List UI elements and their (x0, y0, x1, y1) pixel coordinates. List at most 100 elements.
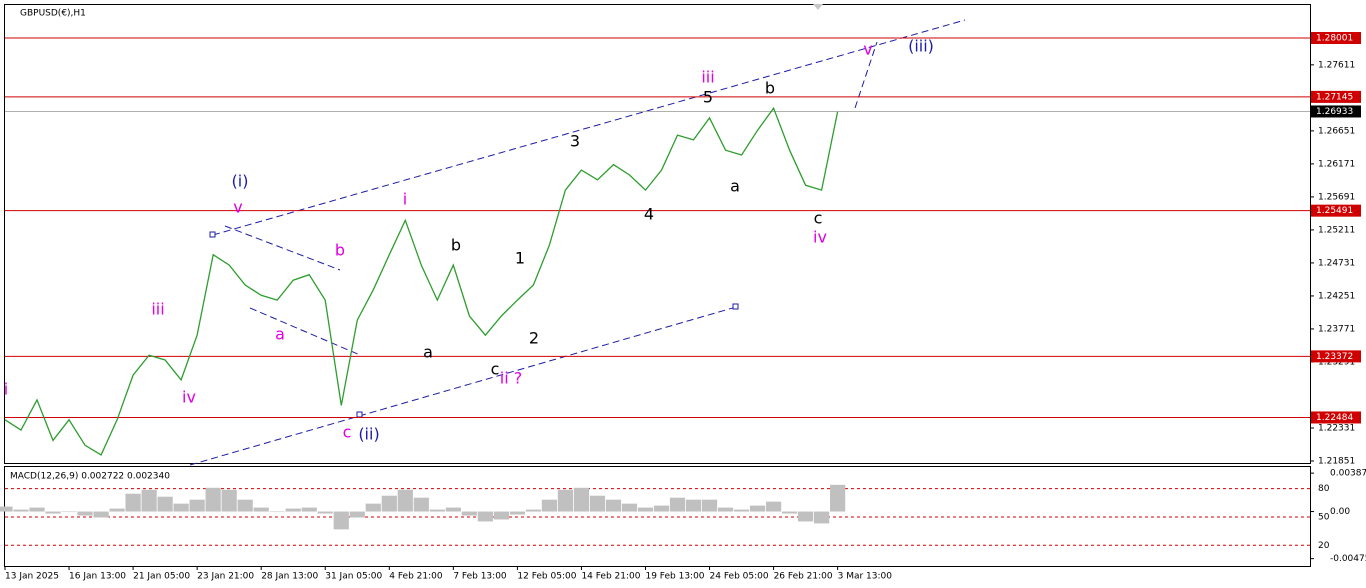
channel-upper (212, 19, 966, 236)
x-tick-label: 19 Feb 13:00 (645, 572, 704, 582)
wave-label: b (451, 236, 461, 255)
x-tick-label: 7 Feb 13:00 (453, 572, 507, 582)
macd-bar (685, 499, 702, 512)
macd-bar (253, 507, 269, 512)
macd-bar (557, 489, 574, 512)
macd-bar (45, 511, 61, 514)
macd-bar (285, 508, 301, 512)
wave-label: a (730, 177, 740, 196)
wave-label: 5 (703, 88, 713, 107)
macd-bar (317, 511, 333, 514)
macd-bar (413, 497, 429, 512)
macd-bar (509, 511, 525, 515)
macd-bar (493, 511, 509, 520)
x-tick-label: 12 Feb 05:00 (517, 572, 576, 582)
y2-tick-label: 80 (1318, 484, 1330, 494)
x-tick-label: 4 Feb 21:00 (389, 572, 443, 582)
wave-label: b (765, 79, 775, 98)
y-tick-label: 1.21851 (1318, 457, 1355, 467)
macd-bar (461, 511, 477, 516)
y-tick-label: 1.26171 (1318, 159, 1355, 169)
macd-bar (93, 511, 109, 518)
scroll-marker (813, 4, 823, 10)
macd-bar (637, 507, 654, 512)
macd-bar (830, 484, 846, 512)
wave-label: 4 (644, 205, 654, 224)
macd-bar (397, 489, 413, 512)
indicator-title: MACD(12,26,9) 0.002722 0.002340 (10, 472, 170, 482)
current-price-label: 1.26933 (1316, 107, 1353, 117)
macd-bar (61, 511, 77, 513)
level-label-box (1311, 350, 1361, 363)
current-price-box (1311, 105, 1361, 118)
wave-label: iv (182, 388, 196, 407)
x-tick-label: 28 Jan 13:00 (261, 572, 318, 582)
macd-bar (141, 489, 157, 512)
y-tick-label: 1.23291 (1318, 357, 1355, 367)
macd-bar (77, 511, 93, 516)
wave-label: a (423, 343, 433, 362)
channel-lower (189, 306, 737, 466)
x-tick-label: 24 Feb 05:00 (710, 572, 769, 582)
wave-label: (ii) (358, 425, 379, 444)
level-label: 1.23372 (1316, 352, 1353, 362)
wave-label: 2 (529, 329, 539, 348)
macd-bar (525, 509, 542, 512)
y-tick-label: -0.004756 (1330, 554, 1366, 564)
wave-label: c (343, 423, 352, 442)
wave-label: v (863, 40, 872, 59)
y-tick-label: 1.27611 (1318, 60, 1355, 70)
macd-bar (653, 505, 670, 512)
y2-tick-label: 50 (1318, 512, 1330, 522)
wedge-upper (224, 225, 341, 271)
y-tick-label: 1.25211 (1318, 225, 1355, 235)
wave-label: ii ? (500, 369, 522, 388)
level-label-box (1311, 204, 1361, 217)
macd-bar (157, 496, 173, 512)
x-tick-label: 21 Jan 05:00 (133, 572, 190, 582)
macd-pane (4, 466, 1311, 567)
macd-bar (429, 509, 445, 512)
macd-bar (717, 507, 734, 512)
macd-bar (749, 505, 766, 512)
wave-label: a (275, 325, 285, 344)
chart-title: GBPUSD(€),H1 (20, 9, 86, 19)
x-tick-label: 16 Jan 13:00 (69, 572, 126, 582)
wave-label: i (403, 190, 407, 209)
macd-bar (0, 506, 13, 512)
x-tick-label: 23 Jan 21:00 (197, 572, 254, 582)
y-tick-label: 0.00 (1330, 507, 1350, 517)
macd-bar (781, 511, 798, 514)
macd-bar (814, 511, 830, 524)
price-pane (4, 4, 1311, 464)
macd-bar (733, 509, 750, 512)
y-tick-label: 1.25691 (1318, 192, 1355, 202)
level-label: 1.22484 (1316, 413, 1353, 423)
wave-label: iii (151, 300, 164, 319)
macd-bar (765, 501, 782, 512)
macd-bar (237, 499, 253, 512)
y-tick-label: 1.22331 (1318, 423, 1355, 433)
level-label: 1.28001 (1316, 34, 1353, 44)
wave-label: 1 (515, 249, 525, 268)
price-line (4, 106, 839, 456)
macd-bar (589, 495, 606, 512)
macd-bar (221, 489, 237, 512)
y-tick-label: 0.003878 (1330, 469, 1366, 479)
y2-tick-label: 20 (1318, 541, 1330, 551)
macd-bar (333, 511, 349, 530)
level-label: 1.27145 (1316, 92, 1353, 102)
y-tick-label: 1.26651 (1318, 126, 1355, 136)
y-tick-label: 1.24251 (1318, 291, 1355, 301)
wave-label: 3 (570, 132, 580, 151)
wave-label: v (233, 198, 242, 217)
macd-bar (189, 499, 205, 512)
macd-bar (541, 499, 558, 512)
macd-bar (13, 509, 29, 512)
wave-label: (i) (232, 172, 249, 191)
macd-bar (798, 511, 814, 522)
macd-bar (29, 507, 45, 512)
macd-bar (205, 487, 221, 512)
macd-bar (445, 507, 461, 512)
